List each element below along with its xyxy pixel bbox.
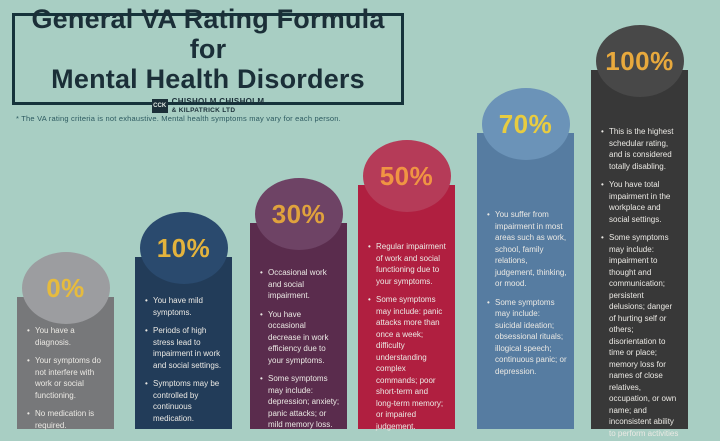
bullet-item: Regular impairment of work and social fu… — [368, 241, 448, 287]
page-title: General VA Rating Formula for Mental Hea… — [15, 4, 401, 95]
rating-column-70-percent: You suffer from impairment in most areas… — [477, 0, 574, 441]
firm-logo: CCK CHISHOLM CHISHOLM & KILPATRICK LTD — [151, 97, 265, 115]
bullet-item: Periods of high stress lead to impairmen… — [145, 325, 225, 371]
rating-column-10-percent: You have mild symptoms. Periods of high … — [135, 0, 232, 441]
rating-bar: You suffer from impairment in most areas… — [477, 133, 574, 429]
rating-bar: Regular impairment of work and social fu… — [358, 185, 455, 432]
rating-bullet-list: You have mild symptoms. Periods of high … — [135, 257, 232, 424]
rating-bar: You have mild symptoms. Periods of high … — [135, 257, 232, 429]
firm-name-line-2: & KILPATRICK LTD — [171, 107, 236, 115]
rating-column-50-percent: Regular impairment of work and social fu… — [358, 0, 455, 441]
bullet-item: You have mild symptoms. — [145, 295, 225, 318]
title-line-2: Mental Health Disorders — [51, 64, 365, 95]
cck-logo-icon: CCK — [151, 99, 168, 114]
bullet-item: You have total impairment in the workpla… — [601, 179, 681, 225]
bullet-item: Some symptoms may include: impairment to… — [601, 232, 681, 441]
bullet-item: Some symptoms may include: suicidal idea… — [487, 297, 567, 378]
rating-circle: 10% — [139, 212, 228, 284]
rating-percent-label: 30% — [271, 198, 326, 229]
bullet-item: Some symptoms may include: depression; a… — [260, 373, 340, 431]
firm-name: CHISHOLM CHISHOLM & KILPATRICK LTD — [171, 97, 265, 115]
rating-circle: 100% — [595, 25, 684, 97]
rating-bar: This is the highest schedular rating, an… — [591, 70, 688, 441]
rating-percent-label: 50% — [379, 160, 434, 191]
rating-bullet-list: Occasional work and social impairment. Y… — [250, 223, 347, 431]
rating-column-100-percent: This is the highest schedular rating, an… — [591, 0, 688, 441]
rating-bullet-list: You suffer from impairment in most areas… — [477, 133, 574, 377]
bullet-item: This is the highest schedular rating, an… — [601, 126, 681, 172]
rating-percent-label: 10% — [156, 232, 211, 263]
rating-column-0-percent: You have a diagnosis. Your symptoms do n… — [17, 0, 114, 441]
rating-bullet-list: You have a diagnosis. Your symptoms do n… — [17, 297, 114, 431]
firm-name-line-1: CHISHOLM CHISHOLM — [171, 97, 265, 107]
bullet-item: Occasional work and social impairment. — [260, 267, 340, 302]
bullet-item: Some symptoms may include: panic attacks… — [368, 294, 448, 432]
rating-bullet-list: This is the highest schedular rating, an… — [591, 70, 688, 441]
bullet-item: Your symptoms do not interfere with work… — [27, 355, 107, 401]
rating-percent-label: 70% — [498, 108, 553, 139]
title-line-1: General VA Rating Formula for — [31, 3, 385, 64]
rating-bar: Occasional work and social impairment. Y… — [250, 223, 347, 429]
rating-circle: 70% — [481, 88, 570, 160]
rating-percent-label: 0% — [46, 272, 85, 303]
title-box: General VA Rating Formula for Mental Hea… — [12, 4, 404, 114]
bullet-item: Symptoms may be controlled by continuous… — [145, 378, 225, 424]
rating-bullet-list: Regular impairment of work and social fu… — [358, 185, 455, 432]
bullet-item: You have a diagnosis. — [27, 325, 107, 348]
rating-circle: 0% — [21, 252, 110, 324]
disclaimer-footnote: * The VA rating criteria is not exhausti… — [16, 114, 341, 123]
bullet-item: You have occasional decrease in work eff… — [260, 309, 340, 367]
rating-circle: 50% — [362, 140, 451, 212]
rating-column-30-percent: Occasional work and social impairment. Y… — [250, 0, 347, 441]
bullet-item: No medication is required. — [27, 408, 107, 431]
rating-percent-label: 100% — [605, 45, 674, 76]
rating-circle: 30% — [254, 178, 343, 250]
bullet-item: You suffer from impairment in most areas… — [487, 209, 567, 290]
